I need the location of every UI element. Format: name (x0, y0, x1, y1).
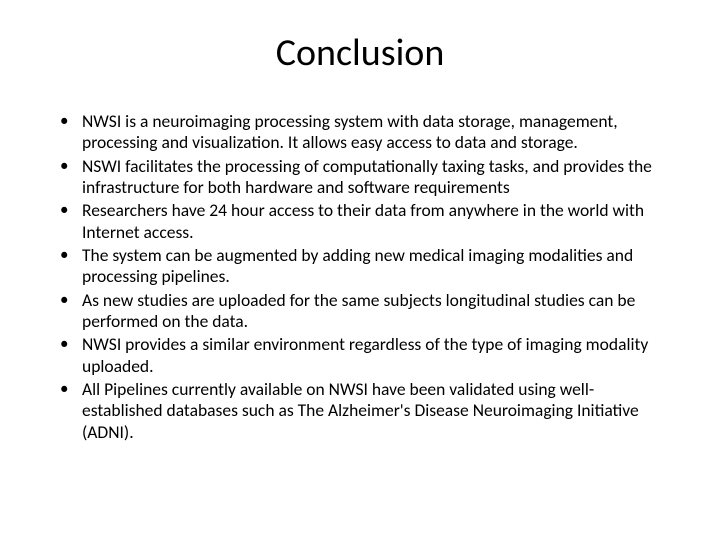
slide-title: Conclusion (50, 30, 670, 76)
list-item: NWSI provides a similar environment rega… (50, 334, 670, 377)
slide: Conclusion NWSI is a neuroimaging proces… (0, 0, 720, 540)
list-item: As new studies are uploaded for the same… (50, 290, 670, 333)
list-item: Researchers have 24 hour access to their… (50, 200, 670, 243)
slide-content: NWSI is a neuroimaging processing system… (50, 111, 670, 443)
list-item: All Pipelines currently available on NWS… (50, 379, 670, 443)
list-item: The system can be augmented by adding ne… (50, 245, 670, 288)
list-item: NWSI is a neuroimaging processing system… (50, 111, 670, 154)
list-item: NSWI facilitates the processing of compu… (50, 156, 670, 199)
bullet-list: NWSI is a neuroimaging processing system… (50, 111, 670, 443)
